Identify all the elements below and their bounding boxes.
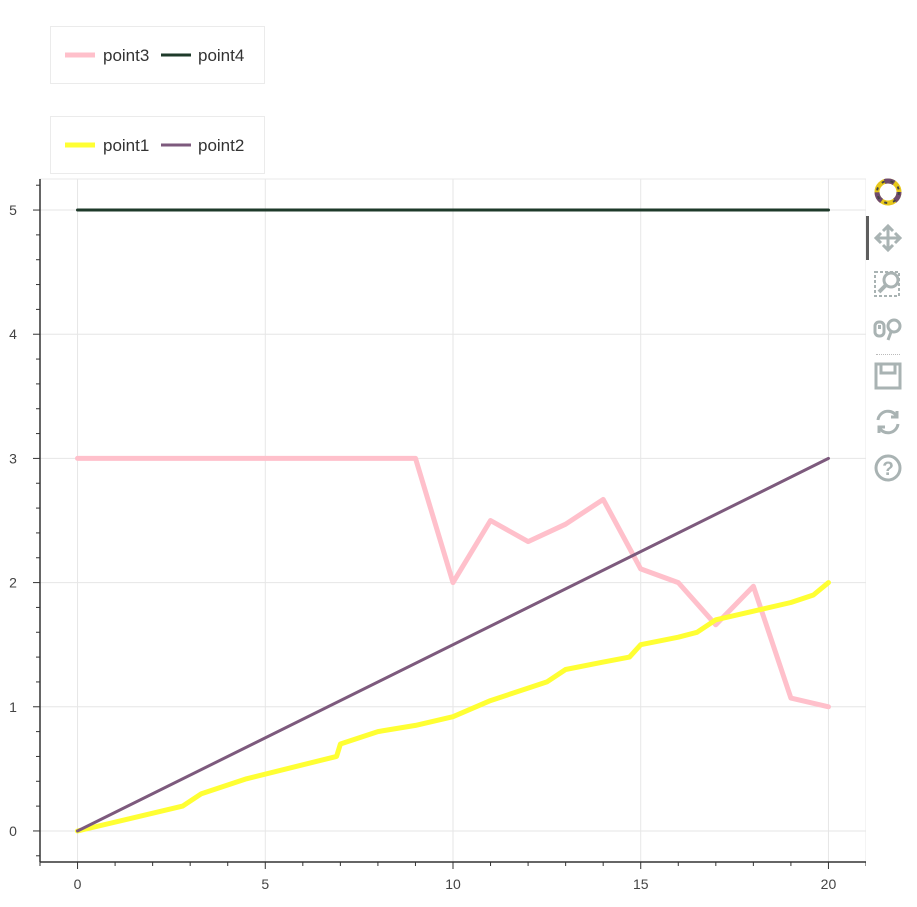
active-tool-indicator xyxy=(866,216,869,260)
y-tick-label: 1 xyxy=(9,699,17,715)
bokeh-logo-icon[interactable] xyxy=(872,176,904,208)
y-tick-label: 3 xyxy=(9,450,17,466)
box-zoom-icon[interactable] xyxy=(872,268,904,300)
svg-text:?: ? xyxy=(882,459,894,480)
wheel-zoom-icon[interactable] xyxy=(872,314,904,346)
x-tick-label: 0 xyxy=(74,876,82,892)
y-tick-label: 2 xyxy=(9,575,17,591)
grid-lines xyxy=(40,179,866,862)
legend-label-point3[interactable]: point3 xyxy=(103,46,149,65)
legend-label-point2[interactable]: point2 xyxy=(198,136,244,155)
axes: 0 5 10 15 20 0 1 2 3 4 5 xyxy=(9,179,866,892)
legend-upper: point3 point4 xyxy=(50,26,265,84)
reset-icon[interactable] xyxy=(872,406,904,438)
x-tick-label: 5 xyxy=(261,876,269,892)
legend-label-point1[interactable]: point1 xyxy=(103,136,149,155)
legend-label-point4[interactable]: point4 xyxy=(198,46,244,65)
y-tick-label: 4 xyxy=(9,326,17,342)
legend-lower: point1 point2 xyxy=(50,116,265,174)
series-line-point1[interactable] xyxy=(75,580,831,834)
series-line-point3[interactable] xyxy=(75,455,831,710)
help-icon[interactable]: ? xyxy=(872,452,904,484)
series-group xyxy=(75,208,831,834)
x-tick-label: 15 xyxy=(633,876,649,892)
x-tick-label: 20 xyxy=(821,876,837,892)
line-chart[interactable]: 0 5 10 15 20 0 1 2 3 4 5 xyxy=(0,0,866,907)
toolbar-separator xyxy=(876,354,900,355)
y-tick-label: 0 xyxy=(9,823,17,839)
y-tick-label: 5 xyxy=(9,202,17,218)
series-line-point2[interactable] xyxy=(76,456,830,833)
x-tick-label: 10 xyxy=(445,876,461,892)
save-icon[interactable] xyxy=(872,360,904,392)
pan-icon[interactable] xyxy=(872,222,904,254)
